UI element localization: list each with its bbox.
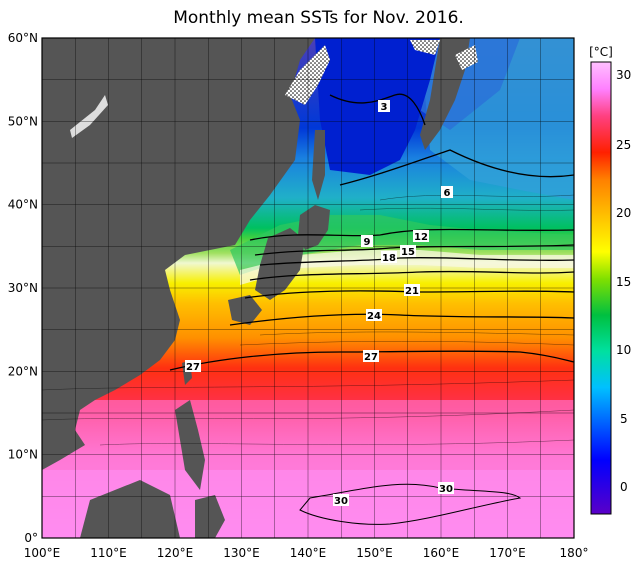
- map-title: Monthly mean SSTs for Nov. 2016.: [173, 8, 464, 28]
- colorbar-tick-10: 10: [616, 343, 631, 357]
- colorbar-tick-15: 15: [616, 275, 631, 289]
- lat-tick-10n: 10°N: [8, 448, 38, 462]
- lon-tick-140e: 140°E: [290, 546, 327, 560]
- lat-tick-40n: 40°N: [8, 198, 38, 212]
- contour-label-27b: 27: [186, 362, 200, 373]
- land: [42, 38, 470, 538]
- lon-tick-150e: 150°E: [356, 546, 393, 560]
- contour-label-18: 18: [382, 253, 396, 264]
- lon-tick-160e: 160°E: [423, 546, 460, 560]
- contour-label-15: 15: [401, 247, 415, 258]
- contour-label-30b: 30: [439, 484, 453, 495]
- lat-tick-0: 0°: [24, 531, 38, 545]
- contour-label-9: 9: [364, 237, 371, 248]
- contour-label-6: 6: [444, 188, 451, 199]
- colorbar-tick-0: 0: [620, 480, 628, 494]
- longitude-axis: 100°E 110°E 120°E 130°E 140°E 150°E 160°…: [24, 546, 589, 560]
- lon-tick-100e: 100°E: [24, 546, 61, 560]
- colorbar-tick-20: 20: [616, 206, 631, 220]
- lon-tick-170e: 170°E: [489, 546, 526, 560]
- colorbar-unit: [°C]: [589, 45, 613, 59]
- contour-label-3: 3: [381, 102, 388, 113]
- lon-tick-110e: 110°E: [90, 546, 127, 560]
- lon-tick-130e: 130°E: [223, 546, 260, 560]
- colorbar-tick-5: 5: [620, 412, 628, 426]
- contour-label-24: 24: [367, 311, 381, 322]
- map-frame: [41, 37, 575, 539]
- isotherms: [169, 93, 574, 525]
- contour-label-30a: 30: [334, 496, 348, 507]
- colorbar-tick-30: 30: [616, 68, 631, 82]
- contour-label-21: 21: [405, 286, 419, 297]
- contour-label-27a: 27: [364, 352, 378, 363]
- contour-labels: 3 6 9 12 15 18 21 24 27 27 30 30: [185, 100, 454, 507]
- lat-tick-20n: 20°N: [8, 364, 38, 378]
- sea-ice: [70, 40, 478, 138]
- lat-tick-50n: 50°N: [8, 114, 38, 128]
- latitude-axis: 60°N 50°N 40°N 30°N 20°N 10°N 0°: [8, 31, 38, 545]
- thin-contours: [42, 194, 574, 446]
- lon-tick-180: 180°: [560, 546, 589, 560]
- lat-tick-30n: 30°N: [8, 281, 38, 295]
- contour-label-12: 12: [414, 232, 428, 243]
- colorbar: [°C] 30 25 20 15 10 5 0: [589, 45, 631, 515]
- lon-tick-120e: 120°E: [157, 546, 194, 560]
- colorbar-tick-25: 25: [616, 138, 631, 152]
- lat-tick-60n: 60°N: [8, 31, 38, 45]
